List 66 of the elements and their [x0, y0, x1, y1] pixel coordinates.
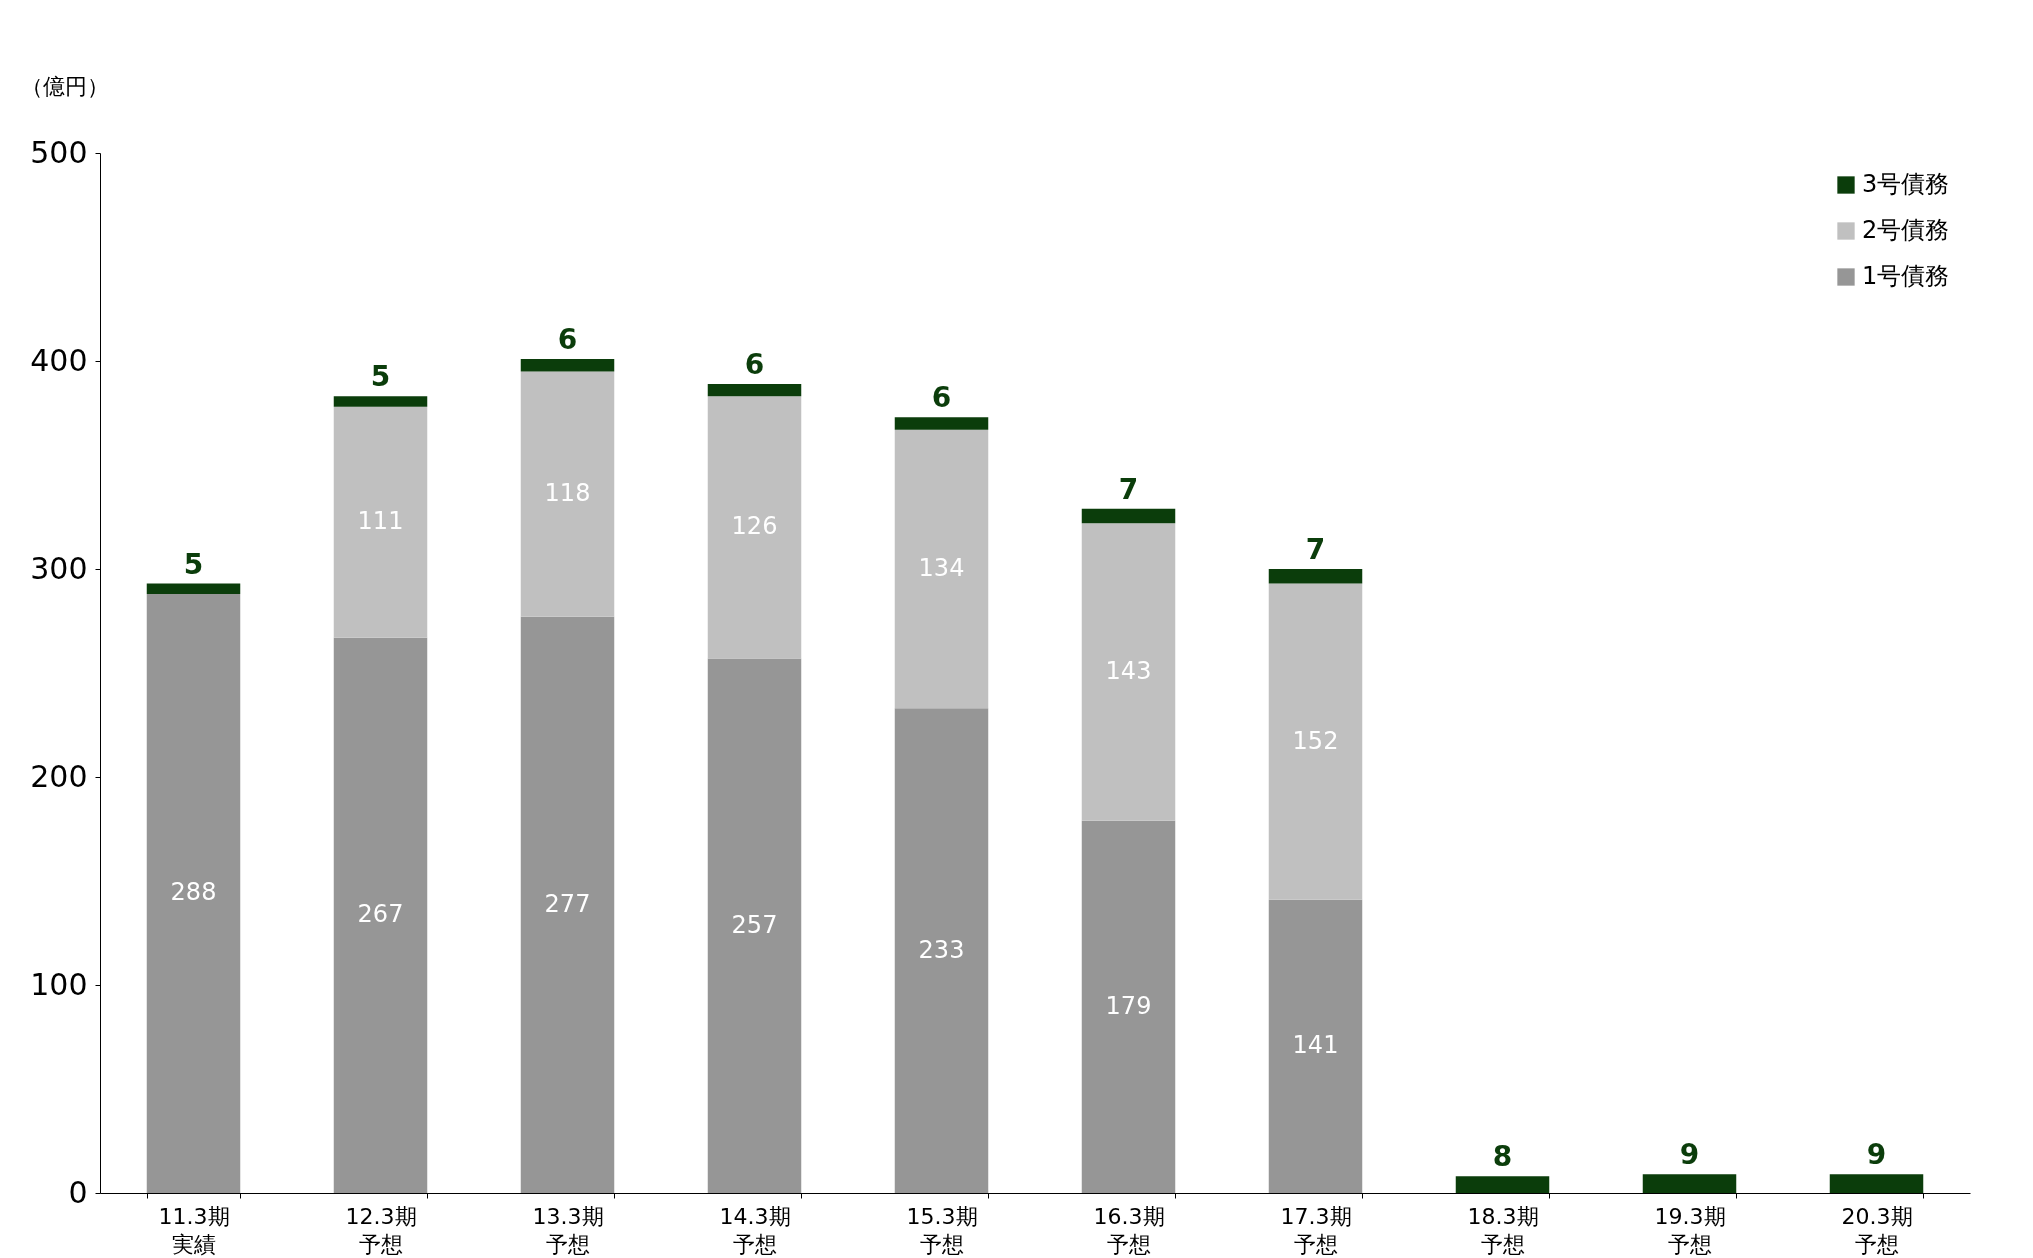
x-tick-label: 13.3期予想 [532, 1203, 604, 1257]
bar [707, 396, 802, 659]
bar [333, 396, 428, 407]
bar [707, 383, 802, 397]
bar [894, 708, 989, 1193]
y-tick-label: 400 [30, 342, 88, 378]
data-label: 7 [1305, 533, 1326, 566]
bar [1829, 1174, 1924, 1193]
x-tick-label: 12.3期予想 [345, 1203, 417, 1257]
x-tick-label: 20.3期予想 [1841, 1203, 1913, 1257]
bar [894, 429, 989, 709]
data-label: 8 [1492, 1140, 1513, 1174]
x-tick-label: 19.3期予想 [1654, 1203, 1726, 1257]
data-label: 134 [918, 554, 965, 582]
data-label: 5 [183, 547, 204, 581]
bar [1268, 899, 1363, 1193]
bar [333, 637, 428, 1193]
y-tick-label: 100 [30, 966, 88, 1002]
data-label: 5 [370, 360, 391, 394]
bar [1455, 1176, 1550, 1193]
x-tick-label: 17.3期予想 [1280, 1203, 1352, 1257]
y-tick-label: 300 [30, 550, 88, 586]
data-label: 118 [544, 479, 591, 508]
bar [1081, 820, 1176, 1193]
data-label: 257 [731, 910, 778, 939]
data-label: 233 [918, 935, 965, 964]
data-label: 288 [170, 878, 217, 907]
bar [894, 417, 989, 430]
bar [1268, 569, 1363, 584]
y-tick-label: 500 [30, 134, 88, 170]
bar [146, 593, 241, 1193]
x-tick-label: 15.3期予想 [906, 1203, 978, 1257]
y-tick-label: 0 [68, 1174, 88, 1210]
bar [1081, 508, 1176, 524]
bar [520, 371, 615, 617]
data-label: 179 [1105, 991, 1152, 1020]
data-label: 143 [1105, 656, 1152, 685]
bar [1642, 1174, 1737, 1193]
data-label: 277 [544, 889, 591, 918]
legend-label: 3号債務 [1862, 170, 1950, 198]
x-tick-label: 14.3期予想 [719, 1203, 791, 1257]
bar [333, 406, 428, 638]
bar [146, 583, 241, 594]
y-axis-title: （億円） [20, 73, 109, 99]
legend-label: 2号債務 [1862, 216, 1950, 244]
bar [1268, 583, 1363, 900]
bar [520, 358, 615, 372]
data-label: 6 [744, 347, 765, 381]
x-tick-label: 11.3期実績 [158, 1203, 230, 1257]
data-label: 6 [557, 322, 578, 356]
bar [707, 658, 802, 1193]
data-label: 126 [731, 512, 778, 541]
x-tick-label: 18.3期予想 [1467, 1203, 1539, 1257]
data-label: 9 [1866, 1138, 1887, 1172]
data-label: 141 [1292, 1031, 1339, 1060]
data-label: 111 [357, 507, 404, 536]
data-label: 7 [1118, 472, 1139, 506]
data-label: 152 [1292, 726, 1339, 755]
bar [1081, 523, 1176, 821]
data-label: 267 [357, 900, 404, 929]
x-tick-label: 16.3期予想 [1093, 1203, 1165, 1257]
legend-label: 1号債務 [1862, 262, 1950, 290]
data-label: 6 [931, 381, 952, 415]
bar [520, 616, 615, 1193]
y-tick-label: 200 [30, 758, 88, 794]
data-label: 9 [1679, 1138, 1700, 1172]
